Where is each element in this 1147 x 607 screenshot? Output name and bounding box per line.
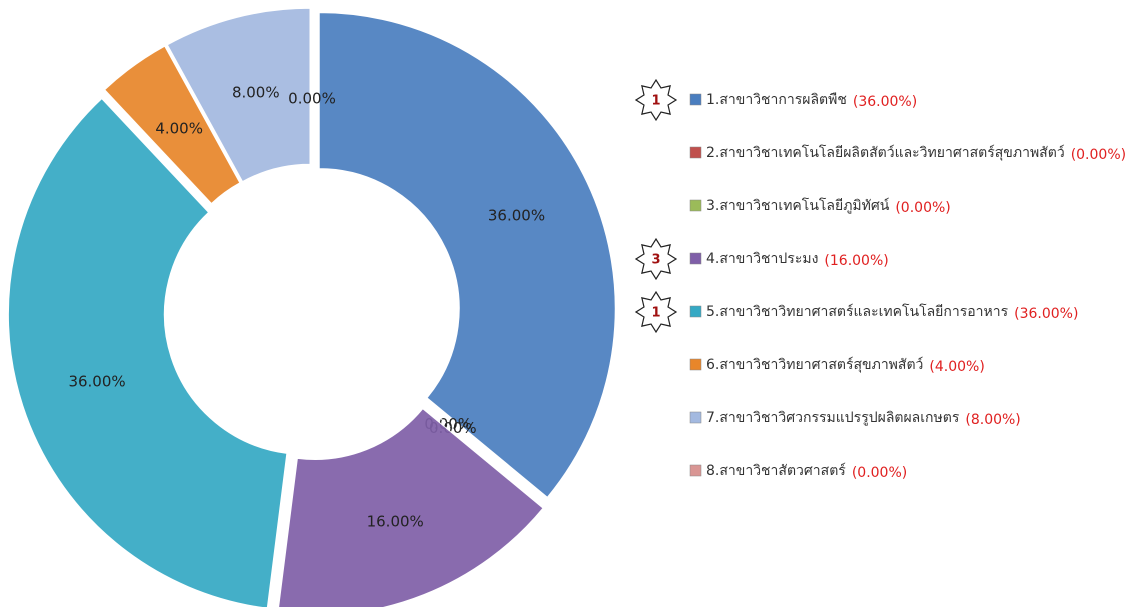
legend-value: (36.00%) bbox=[853, 94, 917, 110]
legend-value: (0.00%) bbox=[895, 200, 950, 216]
legend-swatch bbox=[689, 252, 702, 265]
slice bbox=[103, 45, 241, 205]
legend-label: 8.สาขาวิชาสัตวศาสตร์ bbox=[706, 462, 846, 479]
slice-label: 0.00% bbox=[288, 90, 336, 108]
slice-label: 8.00% bbox=[232, 84, 280, 102]
rank-label: 3 bbox=[651, 253, 660, 268]
legend-swatch bbox=[689, 93, 702, 106]
legend-label: 3.สาขาวิชาเทคโนโลยีภูมิทัศน์ bbox=[706, 197, 890, 214]
legend-swatch bbox=[689, 305, 702, 318]
rank-label: 1 bbox=[651, 94, 660, 109]
legend-swatch bbox=[689, 199, 702, 212]
rank-badge bbox=[634, 290, 678, 334]
legend-swatch bbox=[689, 411, 702, 424]
slice bbox=[166, 7, 311, 183]
slice bbox=[278, 407, 544, 607]
rank-label: 1 bbox=[651, 306, 660, 321]
legend-value: (0.00%) bbox=[852, 465, 907, 481]
legend-label: 2.สาขาวิชาเทคโนโลยีผลิตสัตว์และวิทยาศาสต… bbox=[706, 144, 1065, 161]
slice-label: 36.00% bbox=[488, 206, 545, 224]
rank-badge bbox=[634, 237, 678, 281]
legend-swatch bbox=[689, 464, 702, 477]
slice-label: 16.00% bbox=[367, 513, 424, 531]
slice bbox=[318, 12, 616, 498]
rank-badge bbox=[634, 78, 678, 122]
legend-label: 1.สาขาวิชาการผลิตพืช bbox=[706, 92, 847, 108]
legend-value: (8.00%) bbox=[965, 412, 1020, 428]
slice bbox=[425, 405, 547, 507]
legend-label: 4.สาขาวิชาประมง bbox=[706, 251, 818, 267]
legend-value: (36.00%) bbox=[1014, 306, 1078, 322]
legend-label: 5.สาขาวิชาวิทยาศาสตร์และเทคโนโลยีการอาหา… bbox=[706, 303, 1009, 320]
slice-label: 36.00% bbox=[68, 372, 125, 390]
legend-label: 7.สาขาวิชาวิศวกรรมแปรรูปผลิตผลเกษตร bbox=[706, 410, 960, 426]
legend-value: (4.00%) bbox=[929, 359, 984, 375]
slice-label: 4.00% bbox=[155, 120, 203, 138]
slice bbox=[7, 97, 288, 607]
legend-swatch bbox=[689, 358, 702, 371]
legend-value: (16.00%) bbox=[824, 253, 888, 269]
legend-swatch bbox=[689, 146, 702, 159]
legend-label: 6.สาขาวิชาวิทยาศาสตร์สุขภาพสัตว์ bbox=[706, 356, 923, 373]
legend-value: (0.00%) bbox=[1071, 147, 1126, 163]
